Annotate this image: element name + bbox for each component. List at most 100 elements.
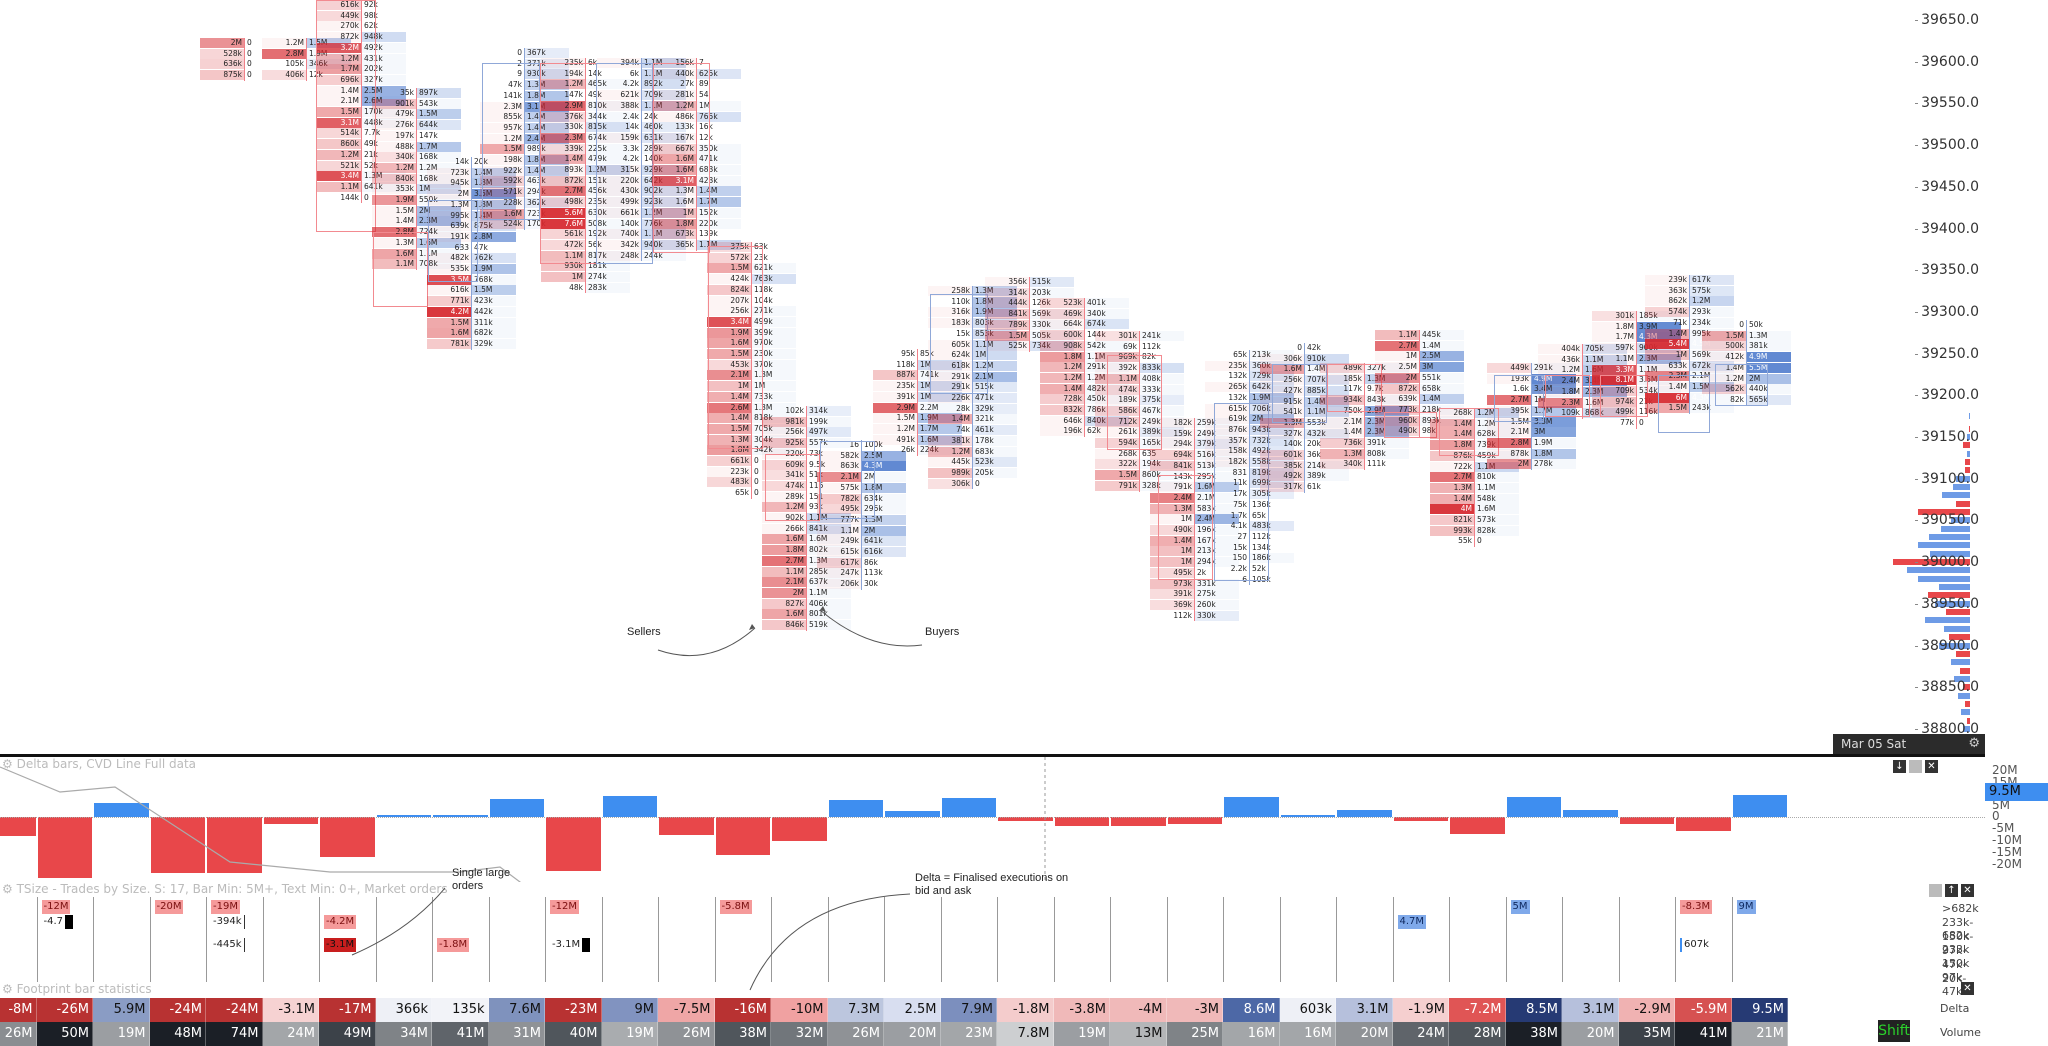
stats-pane: ⚙ Footprint bar statistics ✕ -8M -26M 5.9M…	[0, 982, 1985, 1046]
bid-volume: 1.1M	[840, 525, 859, 535]
bid-volume: 498k	[564, 197, 583, 207]
ask-volume: 49k	[588, 90, 602, 100]
bid-volume: 140k	[620, 218, 639, 228]
bid-volume: 265k	[1228, 382, 1247, 392]
ask-volume: 733k	[754, 391, 773, 401]
ask-volume: 225k	[588, 143, 607, 153]
bid-volume: 495k	[1173, 567, 1192, 577]
bid-volume: 306k	[951, 478, 970, 488]
shift-key-indicator[interactable]: Shift	[1878, 1020, 1910, 1042]
profile-bar	[1949, 634, 1970, 641]
ask-volume: 151k	[588, 175, 607, 185]
footprint-row: 777k 1.3M	[817, 514, 907, 525]
price-tick: 39500.0	[1915, 137, 1979, 154]
volume-stat-cell: 26M	[0, 1022, 37, 1046]
move-down-icon[interactable]: ↓	[1893, 760, 1906, 773]
bid-volume: 901k	[395, 98, 414, 108]
ask-volume: 2.8M	[474, 231, 493, 241]
candle-wick	[1029, 277, 1030, 352]
footprint-row: 486k 765k	[652, 111, 742, 122]
footprint-row: 330k 815k	[541, 122, 631, 133]
ask-volume: 810k	[1477, 472, 1496, 482]
ask-volume: 1.2M	[1087, 372, 1106, 382]
footprint-row: 65k 0	[707, 488, 797, 498]
bid-volume: 824k	[730, 284, 749, 294]
bid-volume: 258k	[951, 286, 970, 295]
footprint-row: 592k 463k	[480, 176, 570, 187]
close-icon[interactable]: ✕	[1961, 982, 1974, 995]
bid-volume: 1.2M	[285, 38, 304, 47]
candle-body-outline	[1107, 355, 1162, 450]
bid-volume: 791k	[1118, 480, 1137, 490]
candle-wick	[244, 38, 245, 81]
ask-volume: 0	[1477, 536, 1482, 546]
price-tick: 39450.0	[1915, 178, 1979, 195]
footprint-row: 791k 328k	[1095, 480, 1185, 491]
ask-volume: 7.7k	[364, 128, 381, 138]
footprint-row: 499k 116k	[1592, 407, 1682, 418]
footprint-row: 1.4M 628k	[1430, 429, 1520, 440]
ask-volume: 2.9M	[1367, 405, 1386, 415]
bid-volume: 633k	[1668, 360, 1687, 370]
close-icon[interactable]: ✕	[1925, 760, 1938, 773]
bar-separator	[1110, 897, 1111, 982]
footprint-row: 404k 705k	[1538, 344, 1628, 354]
footprint-row: 1.3M 304k	[707, 434, 797, 445]
footprint-row: 189k 375k	[1095, 395, 1185, 406]
pane-divider[interactable]	[0, 754, 1985, 757]
bid-volume: 339k	[564, 143, 583, 153]
delta-stat-cell: -1.8M	[997, 998, 1054, 1022]
ask-volume: 479k	[588, 154, 607, 164]
footprint-row: 562k 440k	[1702, 384, 1792, 395]
bid-volume: 207k	[730, 295, 749, 305]
bid-volume: 1.3M	[395, 237, 414, 247]
delta-stat-cell: -4M	[1110, 998, 1167, 1022]
ask-volume: 381k	[1749, 341, 1768, 351]
footprint-row: 482k 762k	[427, 253, 517, 264]
bid-volume: 330k	[564, 122, 583, 132]
maximize-icon[interactable]	[1929, 884, 1942, 897]
volume-stat-cell: 20M	[884, 1022, 941, 1046]
footprint-row: 291k 2.1M	[928, 371, 1018, 382]
candle-body-outline	[1715, 364, 1768, 406]
ask-volume: 1.1M	[1087, 351, 1106, 361]
ask-volume: 617k	[1692, 275, 1711, 284]
profile-bar	[1942, 492, 1970, 499]
move-up-icon[interactable]: ↑	[1945, 884, 1958, 897]
ask-volume: 0	[754, 456, 759, 465]
ask-volume: 2.3M	[1585, 386, 1604, 396]
footprint-row: 1.2M 1.7M	[873, 423, 963, 434]
bid-volume: 872k	[564, 175, 583, 185]
footprint-row: 1.1M 817k	[541, 250, 631, 261]
footprint-row: 314k 203k	[985, 287, 1075, 298]
bid-volume: 369k	[1173, 599, 1192, 609]
ask-volume: 9.7k	[1367, 384, 1384, 394]
ask-volume: 465k	[588, 79, 607, 89]
ask-volume: 1.7M	[699, 197, 718, 207]
profile-bar	[1963, 725, 1970, 732]
ask-volume: 467k	[1142, 405, 1161, 415]
bid-volume: 5.4M	[1668, 339, 1687, 349]
delta-stat-cell: -26M	[36, 998, 93, 1022]
ask-volume: 1.9M	[1252, 392, 1271, 402]
ask-volume: 2.2M	[920, 402, 939, 412]
bid-volume: 17k	[1233, 489, 1247, 499]
footprint-row: 474k 333k	[1095, 384, 1185, 395]
footprint-row: 1.1M 2M	[817, 525, 907, 536]
bid-volume: 220k	[785, 448, 804, 458]
close-icon[interactable]: ✕	[1961, 884, 1974, 897]
ask-volume: 2.4M	[1197, 514, 1216, 524]
footprint-chart[interactable]: 2M0528k0636k0875k01.2M1.5M2.8M1.9M105k34…	[0, 0, 1985, 755]
bar-separator	[1505, 897, 1507, 982]
bid-volume: 1.9M	[395, 195, 414, 204]
footprint-row: 77k 0	[1592, 418, 1682, 428]
price-axis[interactable]: 39650.0 39600.0 39550.0 39500.0 39450.0 39400…	[1915, 0, 1985, 755]
bid-volume: 95k	[901, 349, 915, 358]
bid-volume: 960k	[1398, 415, 1417, 425]
ask-volume: 0	[975, 478, 980, 488]
footprint-row: 102k 314k	[762, 406, 852, 416]
bid-volume: 189k	[1118, 395, 1137, 405]
maximize-icon[interactable]	[1909, 760, 1922, 773]
footprint-row: 575k 1.8M	[817, 482, 907, 493]
gear-icon[interactable]: ⚙	[1968, 736, 1980, 751]
